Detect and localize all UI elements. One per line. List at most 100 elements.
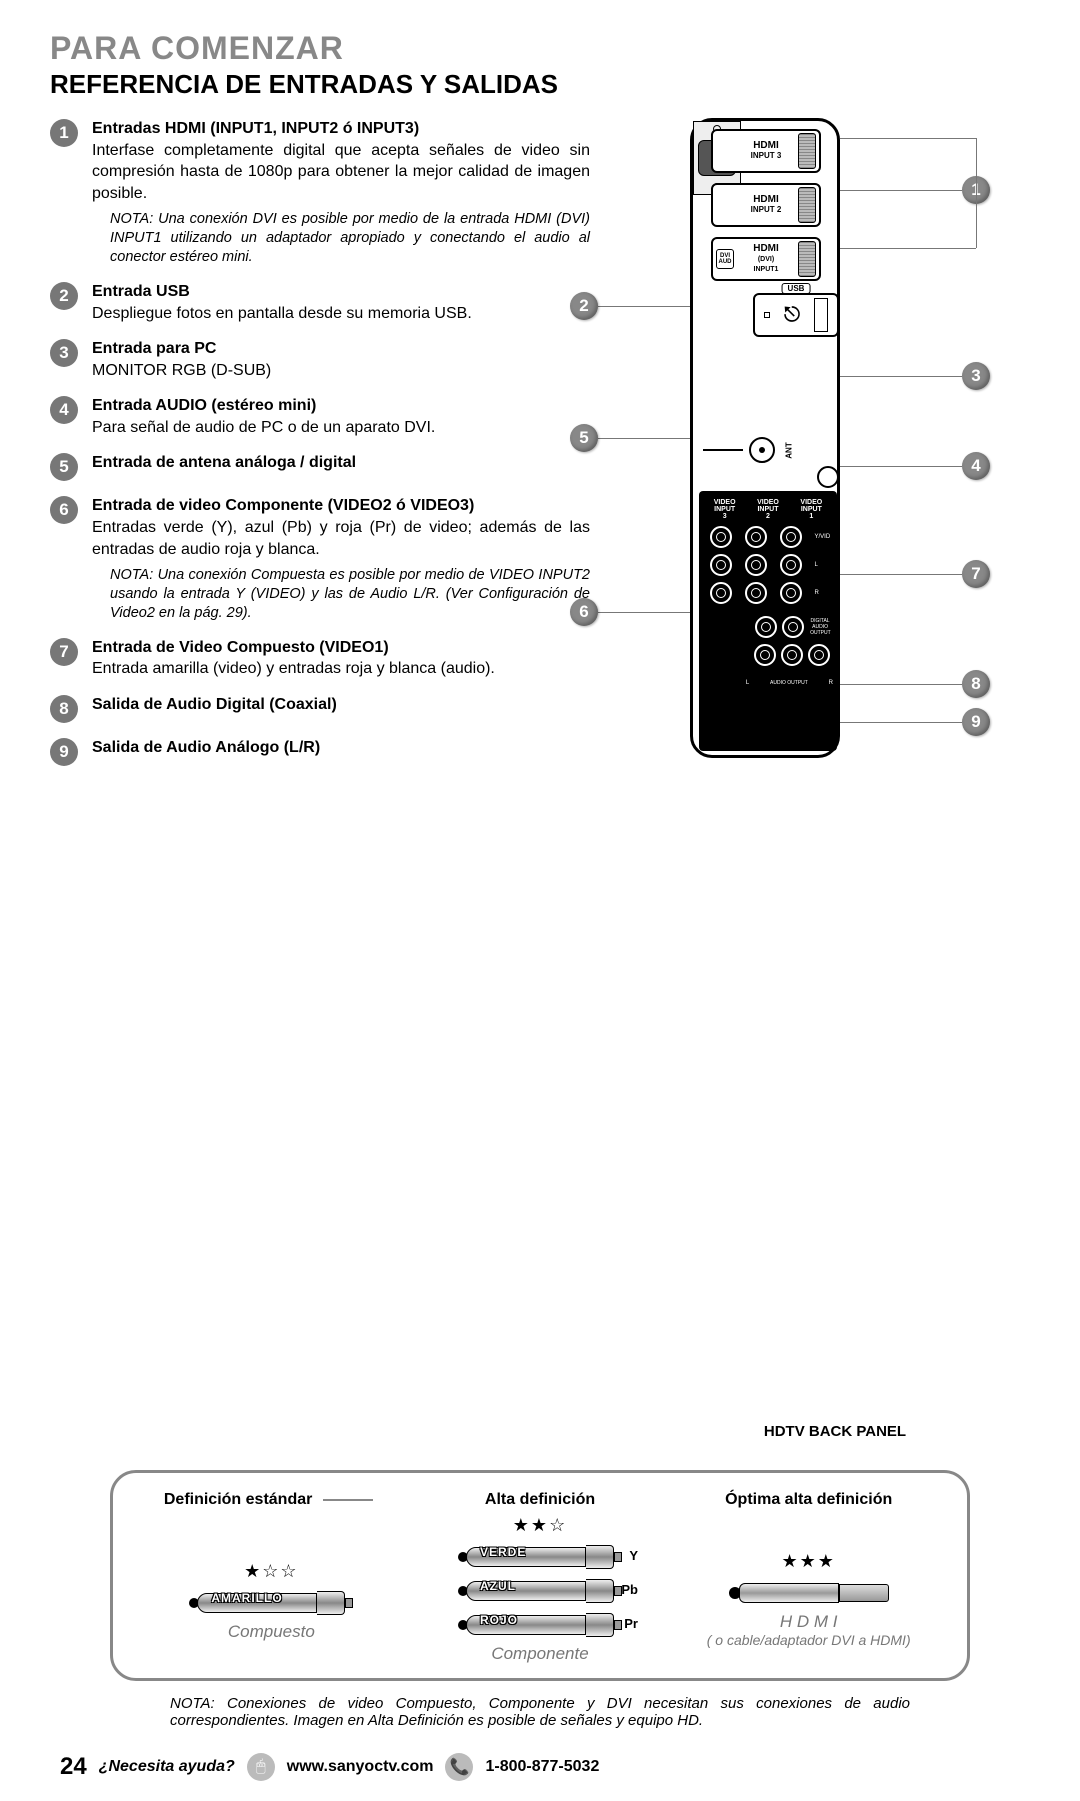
item-desc: MONITOR RGB (D-SUB) bbox=[92, 360, 590, 382]
item-4: 4 Entrada AUDIO (estéreo mini)Para señal … bbox=[50, 395, 590, 438]
item-body: Entrada de antena análoga / digital bbox=[92, 452, 590, 481]
subtitle: REFERENCIA DE ENTRADAS Y SALIDAS bbox=[50, 69, 1030, 100]
item-desc: Interfase completamente digital que acep… bbox=[92, 140, 590, 205]
back-panel-diagram: HDMIINPUT 3 HDMIINPUT 2 DVIAUD HDMI(DVI)… bbox=[610, 118, 1030, 778]
callout-5: 5 bbox=[570, 424, 598, 452]
item-number: 9 bbox=[50, 738, 78, 766]
panel-caption: HDTV BACK PANEL bbox=[640, 1423, 1030, 1440]
item-desc: Para señal de audio de PC o de un aparat… bbox=[92, 417, 590, 439]
item-note: NOTA: Una conexión DVI es posible por me… bbox=[110, 210, 590, 267]
hdmi-input-3: HDMIINPUT 3 bbox=[711, 129, 821, 173]
callout-line bbox=[840, 574, 962, 575]
usb-icon: ⎋ bbox=[784, 304, 800, 327]
antenna-input: ANT bbox=[703, 437, 797, 463]
page-footer: 24 ¿Necesita ayuda? 🖱 www.sanyoctv.com 📞… bbox=[50, 1753, 1030, 1781]
item-body: Salida de Audio Análogo (L/R) bbox=[92, 737, 590, 766]
item-title: Salida de Audio Digital (Coaxial) bbox=[92, 696, 337, 713]
item-number: 2 bbox=[50, 282, 78, 310]
rca-panel: VIDEOINPUT3 VIDEOINPUT2 VIDEOINPUT1 Y/VI… bbox=[699, 491, 837, 751]
item-body: Salida de Audio Digital (Coaxial) bbox=[92, 694, 590, 723]
cable-rojo: ROJOPr bbox=[458, 1610, 622, 1640]
stars-std: ★☆☆ bbox=[137, 1561, 406, 1582]
footer-phone: 1-800-877-5032 bbox=[485, 1758, 599, 1776]
callout-line bbox=[840, 376, 962, 377]
section-title: PARA COMENZAR bbox=[50, 30, 1030, 67]
item-body: Entrada AUDIO (estéreo mini)Para señal d… bbox=[92, 395, 590, 438]
item-body: Entrada para PC MONITOR RGB (D-SUB) bbox=[92, 338, 590, 381]
item-title: Entrada de Video Compuesto (VIDEO1) bbox=[92, 639, 389, 656]
panel-outline: HDMIINPUT 3 HDMIINPUT 2 DVIAUD HDMI(DVI)… bbox=[690, 118, 840, 758]
item-title: Entrada USB bbox=[92, 283, 190, 300]
item-8: 8 Salida de Audio Digital (Coaxial) bbox=[50, 694, 590, 723]
usb-port: USB ⎋ bbox=[753, 293, 839, 337]
callout-line bbox=[840, 138, 976, 139]
cable-amarillo: AMARILLO bbox=[189, 1588, 353, 1618]
cable-verde: VERDEY bbox=[458, 1542, 622, 1572]
items-column: 1 Entradas HDMI (INPUT1, INPUT2 ó INPUT3)… bbox=[50, 118, 590, 1440]
item-body: Entrada de video Componente (VIDEO2 ó VI… bbox=[92, 495, 590, 622]
item-number: 1 bbox=[50, 119, 78, 147]
item-title: Salida de Audio Análogo (L/R) bbox=[92, 739, 320, 756]
item-title: Entrada para PC bbox=[92, 340, 216, 357]
compare-note: NOTA: Conexiones de video Compuesto, Com… bbox=[170, 1695, 910, 1729]
item-1: 1 Entradas HDMI (INPUT1, INPUT2 ó INPUT3)… bbox=[50, 118, 590, 267]
callout-8: 8 bbox=[962, 670, 990, 698]
item-number: 3 bbox=[50, 339, 78, 367]
item-3: 3 Entrada para PC MONITOR RGB (D-SUB) bbox=[50, 338, 590, 381]
hdmi-label: H D M I bbox=[674, 1612, 943, 1632]
cable-azul: AZULPb bbox=[458, 1576, 622, 1606]
hdmi-input-1-dvi: DVIAUD HDMI(DVI)INPUT1 bbox=[711, 237, 821, 281]
compare-std: Definición estándar ★☆☆ AMARILLO Compues… bbox=[137, 1491, 406, 1642]
item-2: 2 Entrada USB Despliegue fotos en pantalla… bbox=[50, 281, 590, 324]
compare-opt: Óptima alta definición ★★★ H D M I ( o c… bbox=[674, 1491, 943, 1649]
callout-6: 6 bbox=[570, 598, 598, 626]
mini-audio-jack bbox=[817, 466, 839, 488]
item-title: Entradas HDMI (INPUT1, INPUT2 ó INPUT3) bbox=[92, 120, 419, 137]
page-number: 24 bbox=[60, 1753, 87, 1781]
item-body: Entradas HDMI (INPUT1, INPUT2 ó INPUT3) I… bbox=[92, 118, 590, 267]
callout-line bbox=[598, 612, 690, 613]
item-desc: Entradas verde (Y), azul (Pb) y roja (Pr… bbox=[92, 517, 590, 560]
item-body: Entrada de Video Compuesto (VIDEO1) Entra… bbox=[92, 637, 590, 680]
comparison-section: Definición estándar ★☆☆ AMARILLO Compues… bbox=[50, 1470, 1030, 1729]
item-9: 9 Salida de Audio Análogo (L/R) bbox=[50, 737, 590, 766]
callout-vline bbox=[976, 138, 977, 248]
callout-line bbox=[840, 466, 962, 467]
compuesto-label: Compuesto bbox=[137, 1622, 406, 1642]
callout-4: 4 bbox=[962, 452, 990, 480]
item-desc: Despliegue fotos en pantalla desde su me… bbox=[92, 303, 590, 325]
callout-3: 3 bbox=[962, 362, 990, 390]
stars-opt: ★★★ bbox=[674, 1551, 943, 1572]
callout-line bbox=[840, 248, 976, 249]
comparison-box: Definición estándar ★☆☆ AMARILLO Compues… bbox=[110, 1470, 970, 1681]
mouse-icon: 🖱 bbox=[247, 1753, 275, 1781]
item-5: 5Entrada de antena análoga / digital bbox=[50, 452, 590, 481]
callout-7: 7 bbox=[962, 560, 990, 588]
item-number: 4 bbox=[50, 396, 78, 424]
main-content: 1 Entradas HDMI (INPUT1, INPUT2 ó INPUT3)… bbox=[50, 118, 1030, 1440]
item-desc: Entrada amarilla (video) y entradas roja… bbox=[92, 658, 590, 680]
callout-line bbox=[598, 438, 690, 439]
hdmi-input-2: HDMIINPUT 2 bbox=[711, 183, 821, 227]
item-number: 8 bbox=[50, 695, 78, 723]
item-title: Entrada de video Componente (VIDEO2 ó VI… bbox=[92, 497, 474, 514]
stars-alta: ★★☆ bbox=[406, 1515, 675, 1536]
item-title: Entrada de antena análoga / digital bbox=[92, 454, 356, 471]
cable-hdmi bbox=[729, 1578, 889, 1608]
item-body: Entrada USB Despliegue fotos en pantalla … bbox=[92, 281, 590, 324]
item-number: 7 bbox=[50, 638, 78, 666]
callout-line bbox=[840, 684, 962, 685]
compare-alta: Alta definición ★★☆ VERDEY AZULPb ROJOPr… bbox=[406, 1491, 675, 1664]
help-text: ¿Necesita ayuda? bbox=[99, 1758, 235, 1776]
phone-icon: 📞 bbox=[445, 1753, 473, 1781]
diagram-column: HDMIINPUT 3 HDMIINPUT 2 DVIAUD HDMI(DVI)… bbox=[610, 118, 1030, 1440]
item-7: 7Entrada de Video Compuesto (VIDEO1)Entr… bbox=[50, 637, 590, 680]
componente-label: Componente bbox=[406, 1644, 675, 1664]
callout-line bbox=[598, 306, 690, 307]
callout-2: 2 bbox=[570, 292, 598, 320]
usb-label: USB bbox=[782, 283, 811, 294]
footer-url: www.sanyoctv.com bbox=[287, 1758, 434, 1776]
item-6: 6Entrada de video Componente (VIDEO2 ó V… bbox=[50, 495, 590, 622]
item-note: NOTA: Una conexión Compuesta es posible … bbox=[110, 566, 590, 623]
hdmi-sublabel: ( o cable/adaptador DVI a HDMI) bbox=[674, 1632, 943, 1649]
